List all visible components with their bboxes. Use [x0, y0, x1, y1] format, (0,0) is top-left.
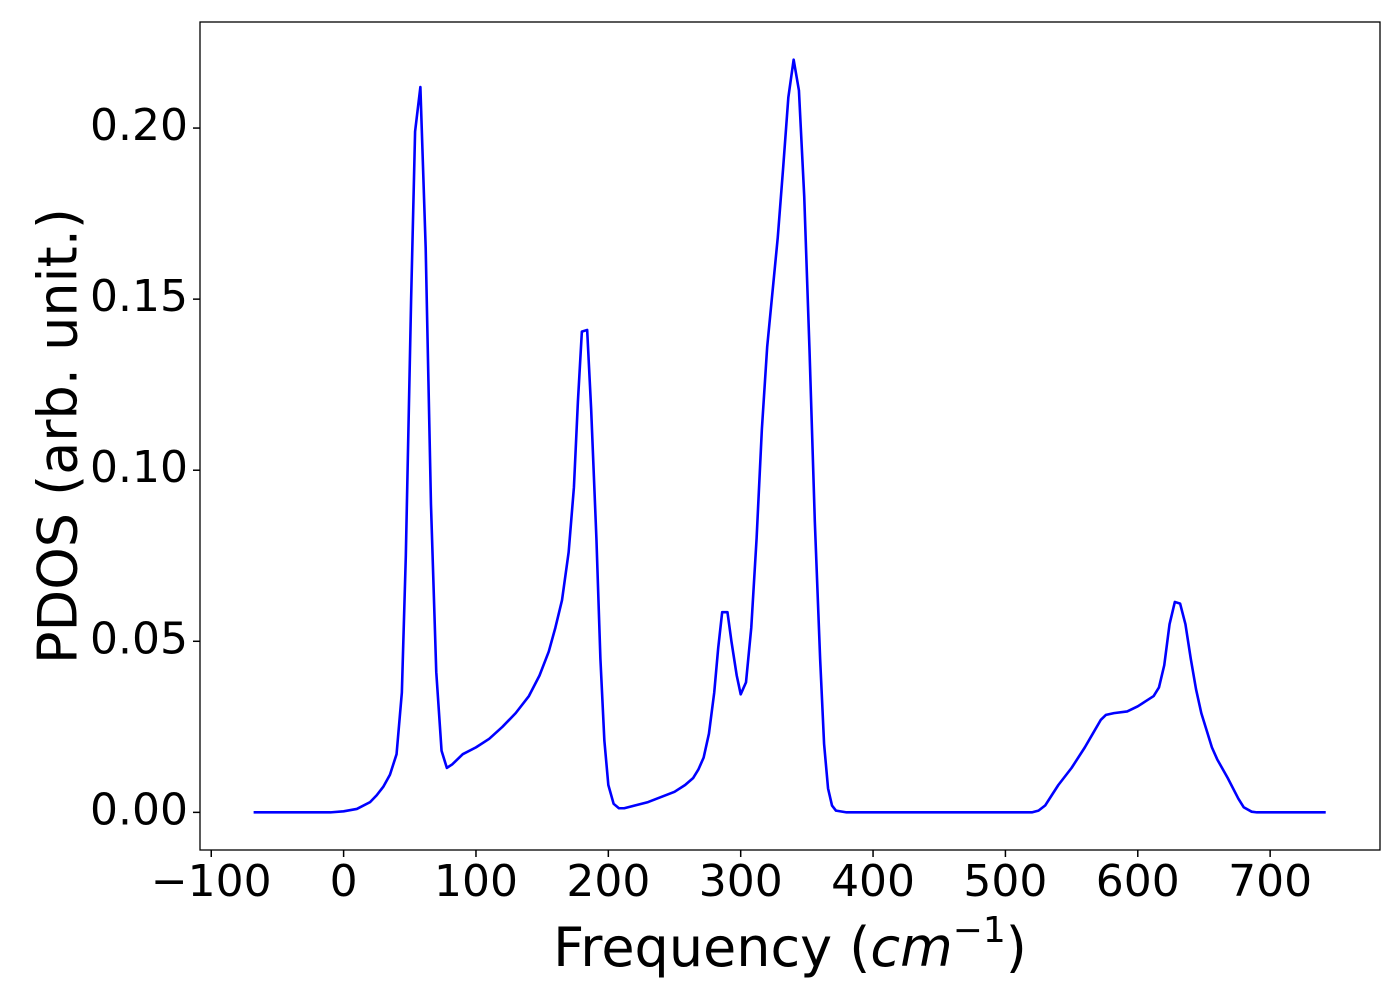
y-tick-label: 0.10 [90, 442, 188, 493]
x-tick-label: 400 [831, 856, 915, 907]
plot-frame [199, 21, 1381, 851]
x-label-unit: cm [870, 916, 952, 979]
x-tick-label: 700 [1228, 856, 1312, 907]
x-label-text: ) [1006, 916, 1027, 979]
y-axis-label: PDOS (arb. unit.) [27, 208, 90, 664]
x-tick-label: 300 [699, 856, 783, 907]
data-line [253, 58, 1326, 814]
x-label-exponent: −1 [953, 910, 1006, 951]
x-tick-label: −100 [151, 856, 272, 907]
x-tick-label: 100 [434, 856, 518, 907]
x-tick-label: 200 [566, 856, 650, 907]
y-tick-label: 0.05 [90, 613, 188, 664]
x-tick-label: 500 [963, 856, 1047, 907]
x-label-text: Frequency ( [553, 916, 870, 979]
x-tick-label: 600 [1096, 856, 1180, 907]
y-tick-label: 0.15 [90, 271, 188, 322]
y-tick-label: 0.00 [90, 784, 188, 835]
x-axis-label: Frequency (cm−1) [553, 910, 1027, 979]
y-tick-label: 0.20 [90, 100, 188, 151]
x-tick-label: 0 [330, 856, 358, 907]
